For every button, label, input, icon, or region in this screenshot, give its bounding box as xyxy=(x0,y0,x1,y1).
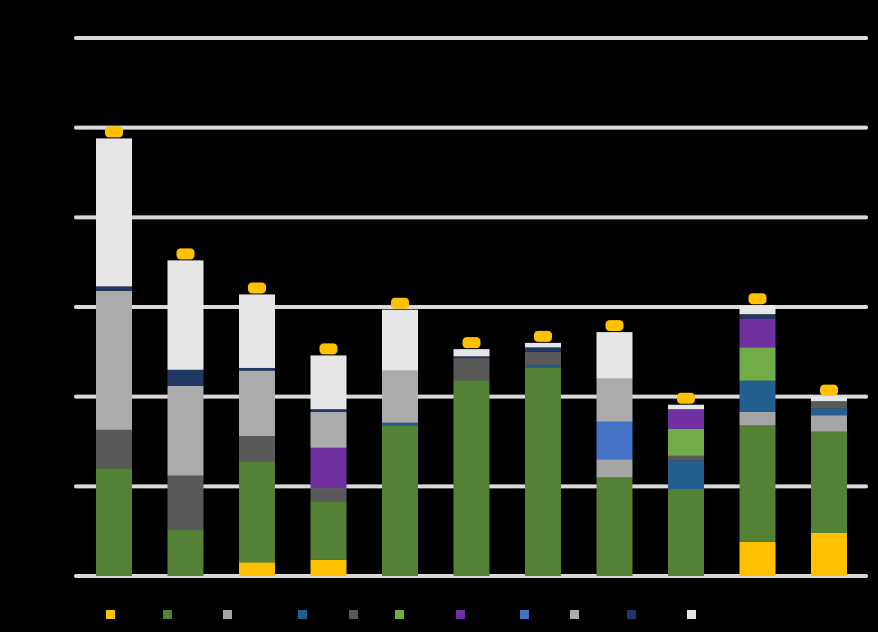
bar-segment xyxy=(739,541,776,576)
bar-segment xyxy=(382,422,418,426)
bar-segment xyxy=(525,347,561,352)
bar-segment xyxy=(453,349,490,357)
legend-item xyxy=(456,604,465,624)
legend-item xyxy=(520,604,529,624)
bar-segment xyxy=(453,356,490,359)
legend-item xyxy=(627,604,636,624)
bar-segment xyxy=(167,529,204,576)
legend-swatch xyxy=(163,609,172,619)
bar-segment xyxy=(739,425,776,542)
bar-segment xyxy=(310,501,347,560)
bar-segment xyxy=(596,421,633,460)
bar-segment xyxy=(310,409,347,412)
legend-item xyxy=(298,604,307,624)
total-marker xyxy=(820,384,838,396)
bar-segment xyxy=(239,370,275,437)
bar-segment xyxy=(811,408,847,416)
bar-segment xyxy=(239,562,275,576)
chart-legend xyxy=(0,604,878,624)
bar-segment xyxy=(453,380,490,576)
bar-segment xyxy=(739,411,776,426)
bar-segment xyxy=(668,428,704,456)
legend-item xyxy=(223,604,232,624)
bar-segment xyxy=(811,532,847,576)
bar-segment xyxy=(310,559,347,576)
bar-segment xyxy=(668,489,704,576)
bar-segment xyxy=(96,468,132,576)
bar-segment xyxy=(596,332,633,379)
bar-segment xyxy=(668,460,704,490)
bar-segment xyxy=(239,294,275,368)
total-marker xyxy=(534,330,552,342)
bar-segment xyxy=(310,411,347,448)
bar-segment xyxy=(453,358,490,381)
bar-segment xyxy=(525,342,561,348)
bar-segment xyxy=(167,369,204,386)
bar-segment xyxy=(310,488,347,502)
bar-segment xyxy=(239,436,275,462)
legend-swatch xyxy=(627,609,636,619)
legend-item xyxy=(395,604,404,624)
legend-swatch xyxy=(395,609,404,619)
total-marker xyxy=(748,293,767,305)
bar-segment xyxy=(668,455,704,461)
total-marker xyxy=(677,392,695,404)
bar-segment xyxy=(310,355,347,410)
legend-swatch xyxy=(520,609,529,619)
bar-segment xyxy=(739,318,776,348)
legend-item xyxy=(570,604,579,624)
bar-segment xyxy=(310,447,347,489)
total-marker xyxy=(605,320,624,332)
bar-segment xyxy=(596,378,633,422)
bar-segment xyxy=(96,290,132,430)
bar-segment xyxy=(239,367,275,371)
legend-swatch xyxy=(570,609,579,619)
legend-item xyxy=(687,604,696,624)
bar-segment xyxy=(739,347,776,381)
legend-item xyxy=(106,604,115,624)
bar-segment xyxy=(668,409,704,429)
legend-swatch xyxy=(106,609,115,619)
bar-segment xyxy=(382,370,418,423)
legend-swatch xyxy=(223,609,232,619)
bar-segment xyxy=(167,475,204,530)
bar-segment xyxy=(811,431,847,533)
bar-segment xyxy=(167,385,204,476)
bar-segment xyxy=(739,305,776,315)
bar-segment xyxy=(525,367,561,576)
legend-swatch xyxy=(349,609,358,619)
bar-segment xyxy=(382,425,418,576)
bar-segment xyxy=(525,365,561,368)
bar-segment xyxy=(739,314,776,319)
bar-segment xyxy=(167,260,204,370)
bar-segment xyxy=(382,309,418,371)
total-marker xyxy=(176,248,195,260)
bar-segment xyxy=(811,415,847,432)
total-marker xyxy=(105,126,123,138)
bar-segment xyxy=(811,401,847,409)
bar-segment xyxy=(239,461,275,563)
legend-item xyxy=(163,604,172,624)
bar-segment xyxy=(596,477,633,576)
total-marker xyxy=(391,297,409,309)
legend-swatch xyxy=(456,609,465,619)
bar-segment xyxy=(596,459,633,478)
bar-segment xyxy=(525,351,561,366)
bar-segment xyxy=(96,429,132,469)
legend-swatch xyxy=(687,609,696,619)
total-marker xyxy=(462,337,481,349)
bar-segment xyxy=(96,138,132,287)
bar-segment xyxy=(739,380,776,412)
legend-swatch xyxy=(298,609,307,619)
bar-segment xyxy=(668,404,704,410)
total-marker xyxy=(248,282,266,294)
total-marker xyxy=(319,343,338,355)
bar-segment xyxy=(96,286,132,291)
bar-segment xyxy=(811,396,847,402)
legend-item xyxy=(349,604,358,624)
